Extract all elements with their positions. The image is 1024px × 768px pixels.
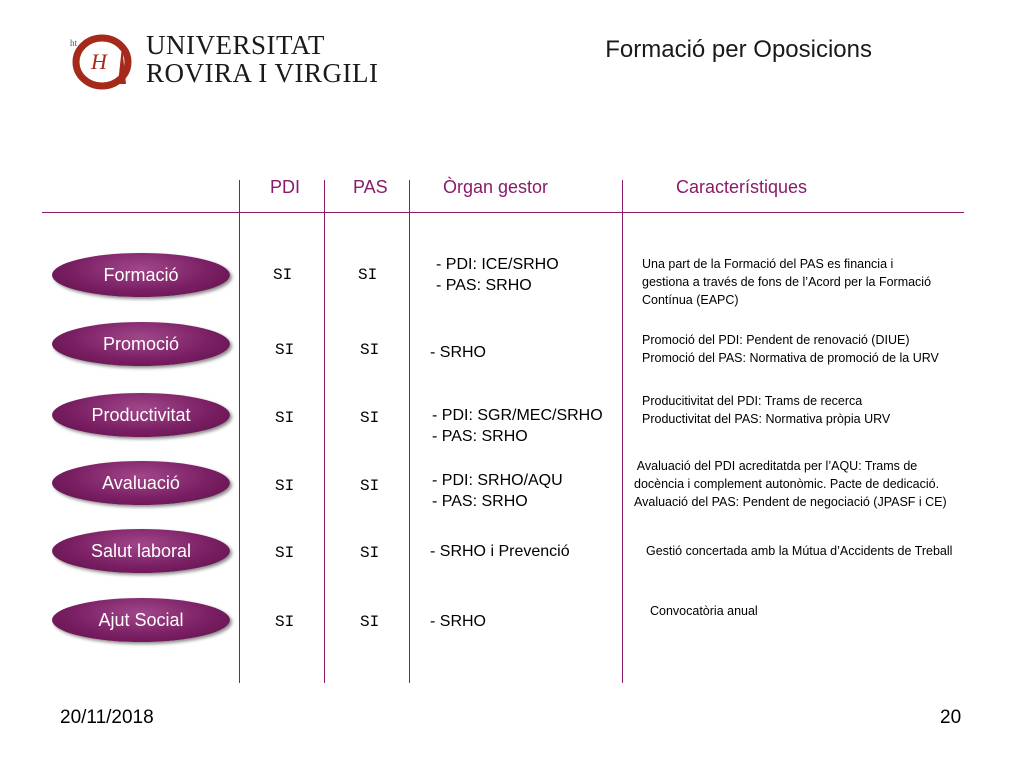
header-pdi: PDI (270, 177, 301, 197)
category-pill-productivitat: Productivitat (52, 393, 230, 437)
caracteristiques-line: Convocatòria anual (650, 604, 758, 618)
organ-line: - PAS: SRHO (432, 493, 528, 510)
caracteristiques-cell: Una part de la Formació del PAS es finan… (642, 255, 931, 309)
caracteristiques-cell: Producitivitat del PDI: Trams de recerca… (642, 392, 890, 428)
organ-line: - PAS: SRHO (436, 277, 532, 294)
university-name-line1: UNIVERSITAT (146, 30, 325, 60)
pas-value: SI (360, 341, 380, 359)
caracteristiques-cell: Gestió concertada amb la Mútua d’Acciden… (646, 542, 952, 560)
organ-gestor-cell: - SRHO (430, 611, 486, 632)
footer-date: 20/11/2018 (60, 707, 154, 728)
column-divider (239, 180, 240, 683)
pas-value: SI (360, 409, 380, 427)
caracteristiques-line: Gestió concertada amb la Mútua d’Acciden… (646, 544, 953, 558)
category-pill-ajut-social: Ajut Social (52, 598, 230, 642)
header-divider (42, 212, 964, 213)
organ-line: - PDI: SRHO/AQU (432, 472, 563, 489)
pas-value: SI (358, 266, 378, 284)
column-divider (409, 180, 410, 683)
caracteristiques-cell: Promoció del PDI: Pendent de renovació (… (642, 331, 939, 367)
pas-value: SI (360, 613, 380, 631)
header-organ-gestor: Òrgan gestor (443, 177, 549, 197)
organ-line: - PDI: ICE/SRHO (436, 256, 559, 273)
svg-text:H: H (90, 49, 108, 74)
header-pas: PAS (353, 177, 388, 197)
pdi-value: SI (275, 477, 295, 495)
caracteristiques-cell: Avaluació del PDI acreditatda per l’AQU:… (634, 457, 947, 511)
organ-gestor-cell: - PDI: SRHO/AQU - PAS: SRHO (432, 470, 563, 512)
caracteristiques-line: Contínua (EAPC) (642, 293, 739, 307)
pas-value: SI (360, 544, 380, 562)
column-divider (324, 180, 325, 683)
pdi-value: SI (275, 409, 295, 427)
caracteristiques-line: docència i complement autonòmic. Pacte d… (634, 477, 940, 491)
organ-gestor-cell: - PDI: SGR/MEC/SRHO - PAS: SRHO (432, 405, 603, 447)
category-pill-promocio: Promoció (52, 322, 230, 366)
category-pill-avaluacio: Avaluació (52, 461, 230, 505)
caracteristiques-line: Avaluació del PDI acreditatda per l’AQU:… (634, 459, 918, 473)
caracteristiques-line: Promoció del PDI: Pendent de renovació (… (642, 333, 910, 347)
organ-line: - SRHO (430, 613, 486, 630)
caracteristiques-line: Una part de la Formació del PAS es finan… (642, 257, 894, 271)
column-divider (622, 180, 623, 683)
organ-line: - SRHO (430, 344, 486, 361)
pdi-value: SI (275, 341, 295, 359)
pdi-value: SI (275, 544, 295, 562)
svg-text:ht: ht (70, 38, 78, 48)
category-pill-formacio: Formació (52, 253, 230, 297)
organ-gestor-cell: - SRHO i Prevenció (430, 541, 570, 562)
organ-line: - PDI: SGR/MEC/SRHO (432, 407, 603, 424)
urv-logo-icon: H ht (70, 34, 132, 90)
organ-line: - PAS: SRHO (432, 428, 528, 445)
caracteristiques-line: gestiona a través de fons de l’Acord per… (642, 275, 932, 289)
caracteristiques-cell: Convocatòria anual (650, 602, 758, 620)
organ-gestor-cell: - SRHO (430, 342, 486, 363)
caracteristiques-line: Promoció del PAS: Normativa de promoció … (642, 351, 939, 365)
caracteristiques-line: Productivitat del PAS: Normativa pròpia … (642, 412, 891, 426)
pdi-value: SI (275, 613, 295, 631)
pas-value: SI (360, 477, 380, 495)
organ-gestor-cell: - PDI: ICE/SRHO - PAS: SRHO (436, 254, 559, 296)
category-pill-salut-laboral: Salut laboral (52, 529, 230, 573)
page-number: 20 (940, 707, 962, 728)
pdi-value: SI (273, 266, 293, 284)
organ-line: - SRHO i Prevenció (430, 543, 570, 560)
caracteristiques-line: Producitivitat del PDI: Trams de recerca (642, 394, 863, 408)
page-title: Formació per Oposicions (605, 36, 872, 63)
university-name-line2: ROVIRA I VIRGILI (146, 58, 379, 88)
header-caracteristiques: Característiques (676, 177, 808, 197)
caracteristiques-line: Avaluació del PAS: Pendent de negociació… (634, 495, 947, 509)
